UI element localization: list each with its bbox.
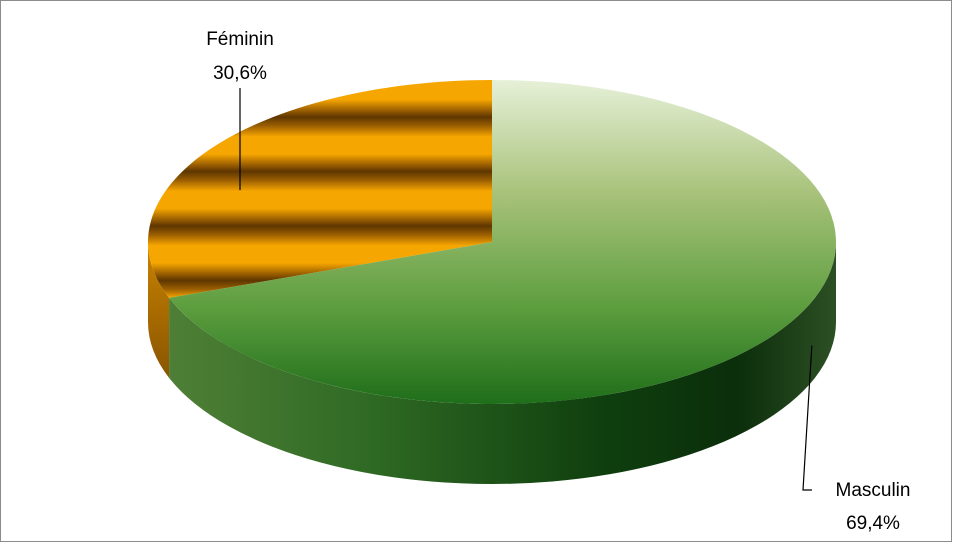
- slice-value-masculin: 69,4%: [846, 513, 900, 534]
- slice-side-masculin: [169, 242, 836, 484]
- leader-line-masculin: [802, 345, 813, 491]
- slice-feminin: [147, 80, 493, 298]
- slice-side-feminin: [148, 242, 170, 378]
- slice-label-feminin: Féminin: [206, 29, 274, 50]
- slice-masculin: [169, 80, 836, 404]
- slice-label-masculin: Masculin: [836, 480, 911, 501]
- slice-value-feminin: 30,6%: [213, 63, 267, 84]
